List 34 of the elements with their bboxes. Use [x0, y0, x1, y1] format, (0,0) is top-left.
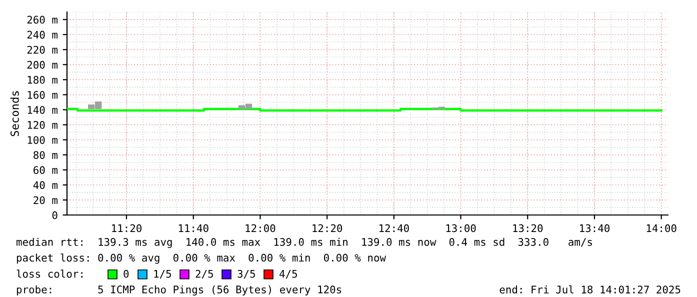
legend-label: 4/5	[280, 270, 297, 279]
x-tick-label: 13:20	[513, 224, 543, 232]
text: probe: 5 ICMP Echo Pings (56 Bytes) every 120s	[16, 285, 342, 296]
y-tick-label: 120 m	[28, 121, 58, 129]
y-tick-label: 20 m	[34, 196, 58, 204]
y-tick-label: 80 m	[34, 151, 58, 159]
legend-label: 1/5	[154, 270, 171, 279]
x-tick-label: 12:40	[379, 224, 409, 232]
x-tick-label: 13:40	[580, 224, 610, 232]
x-tick-label: 14:00	[646, 224, 676, 232]
text: end: Fri Jul 18 14:01:27 2025	[500, 285, 680, 294]
y-tick-label: 180 m	[28, 76, 58, 84]
y-tick-label: 140 m	[28, 106, 58, 114]
x-tick-label: 11:40	[178, 224, 208, 232]
y-tick-label: 240 m	[27, 30, 58, 39]
y-tick-label: 0	[52, 211, 58, 220]
y-tick-label: 260 m	[27, 16, 58, 24]
y-tick-label: 100 m	[28, 136, 58, 144]
y-axis-title: Seconds	[10, 91, 19, 136]
x-tick-label: 12:20	[312, 224, 342, 232]
legend-label: 2/5	[196, 270, 213, 279]
y-tick-label: 60 m	[34, 166, 58, 174]
y-tick-label: 160 m	[28, 90, 58, 99]
legend-label: 3/5	[238, 270, 255, 279]
y-tick-label: 200 m	[27, 60, 58, 69]
text: packet loss: 0.00 % avg 0.00 % max 0.00 % min 0.00 % now	[16, 254, 386, 264]
x-tick-label: 11:20	[112, 224, 142, 232]
y-tick-label: 220 m	[27, 46, 58, 54]
x-tick-label: 12:00	[246, 224, 276, 232]
x-tick-label: 13:00	[446, 224, 476, 232]
legend-title: loss color:	[16, 270, 82, 278]
y-tick-label: 40 m	[33, 181, 58, 190]
legend-label: 0	[124, 270, 129, 278]
text: median rtt: 139.3 ms avg 140.0 ms max 139.0 ms min 139.0 ms now 0.4 ms sd 333.0 am/s	[16, 238, 592, 248]
